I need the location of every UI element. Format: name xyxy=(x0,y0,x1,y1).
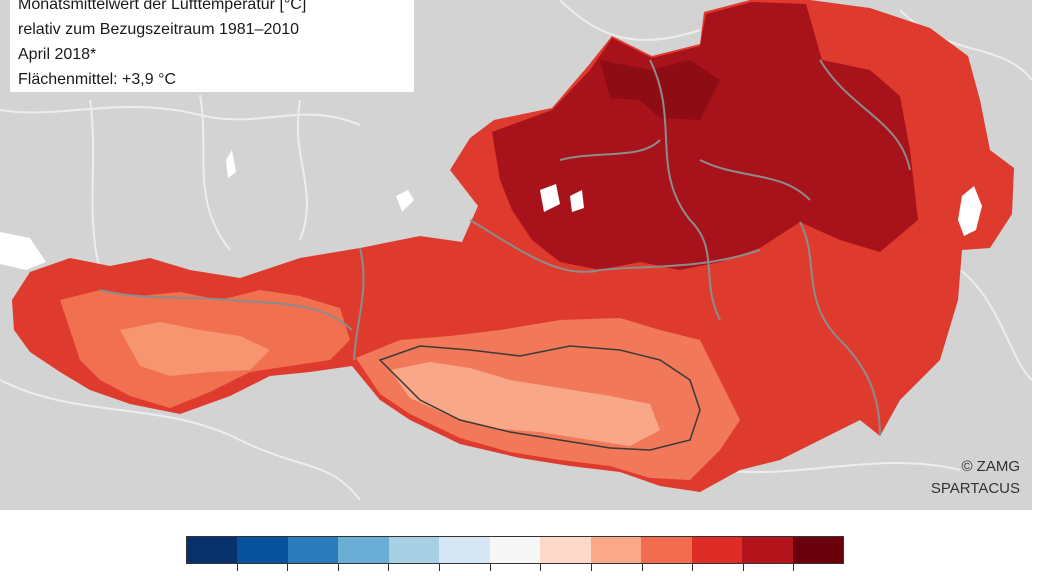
color-scale-swatch-2 xyxy=(237,537,288,563)
temperature-anomaly-map xyxy=(0,0,1032,501)
color-scale-swatch-10 xyxy=(641,537,692,563)
color-scale-tick-4 xyxy=(388,564,389,571)
copyright-notice: © ZAMG SPARTACUS xyxy=(931,456,1020,500)
austria-region-light-salmon xyxy=(390,362,660,446)
color-scale-swatch-8 xyxy=(540,537,591,563)
color-scale-swatch-7 xyxy=(489,537,541,563)
chiemsee-lake xyxy=(396,190,414,212)
color-scale-tick-10 xyxy=(692,564,693,571)
copyright-line-1: © ZAMG xyxy=(961,458,1020,475)
color-scale-swatch-4 xyxy=(338,537,389,563)
legend-reference-period: relativ zum Bezugszeitraum 1981–2010 xyxy=(18,21,300,38)
color-scale-swatch-9 xyxy=(590,537,642,563)
neighbour-borders xyxy=(0,0,1032,501)
color-scale-tick-9 xyxy=(642,564,643,571)
traunsee-lake xyxy=(570,190,584,212)
attersee-lake xyxy=(540,184,560,212)
color-scale-swatch-13 xyxy=(792,537,844,563)
color-scale-tick-3 xyxy=(338,564,339,571)
legend-month: April 2018* xyxy=(18,46,97,63)
color-scale-tick-12 xyxy=(793,564,794,571)
color-scale-tick-8 xyxy=(591,564,592,571)
map-panel: Monatsmittelwert der Lufttemperatur [°C]… xyxy=(0,0,1032,510)
color-scale-bar xyxy=(186,536,844,564)
legend-area-mean: Flächenmittel: +3,9 °C xyxy=(18,71,177,88)
legend-variable-label: Monatsmittelwert der Lufttemperatur [°C] xyxy=(18,0,307,13)
color-scale-tick-7 xyxy=(540,564,541,571)
region-borders xyxy=(99,59,911,437)
color-scale-swatch-3 xyxy=(287,537,339,563)
carinthia-border xyxy=(378,345,701,451)
lake-constance xyxy=(0,232,46,270)
map-legend-box: Monatsmittelwert der Lufttemperatur [°C]… xyxy=(10,0,414,92)
copyright-line-2: SPARTACUS xyxy=(930,480,1020,497)
color-scale-swatch-1 xyxy=(187,537,238,563)
austria-region-light-salmon-west xyxy=(120,322,270,376)
ammersee-lake xyxy=(226,150,236,178)
neusiedl-lake xyxy=(958,186,982,236)
color-scale-tick-1 xyxy=(237,564,238,571)
color-scale-swatch-6 xyxy=(439,537,490,563)
color-scale-swatch-11 xyxy=(691,537,743,563)
austria-region-dark-red xyxy=(492,2,918,270)
color-scale-ticks xyxy=(186,564,844,572)
color-scale-swatch-5 xyxy=(388,537,440,563)
color-scale-tick-6 xyxy=(490,564,491,571)
color-scale-tick-5 xyxy=(439,564,440,571)
color-scale-swatch-12 xyxy=(742,537,793,563)
color-scale-tick-2 xyxy=(287,564,288,571)
color-scale-tick-11 xyxy=(743,564,744,571)
